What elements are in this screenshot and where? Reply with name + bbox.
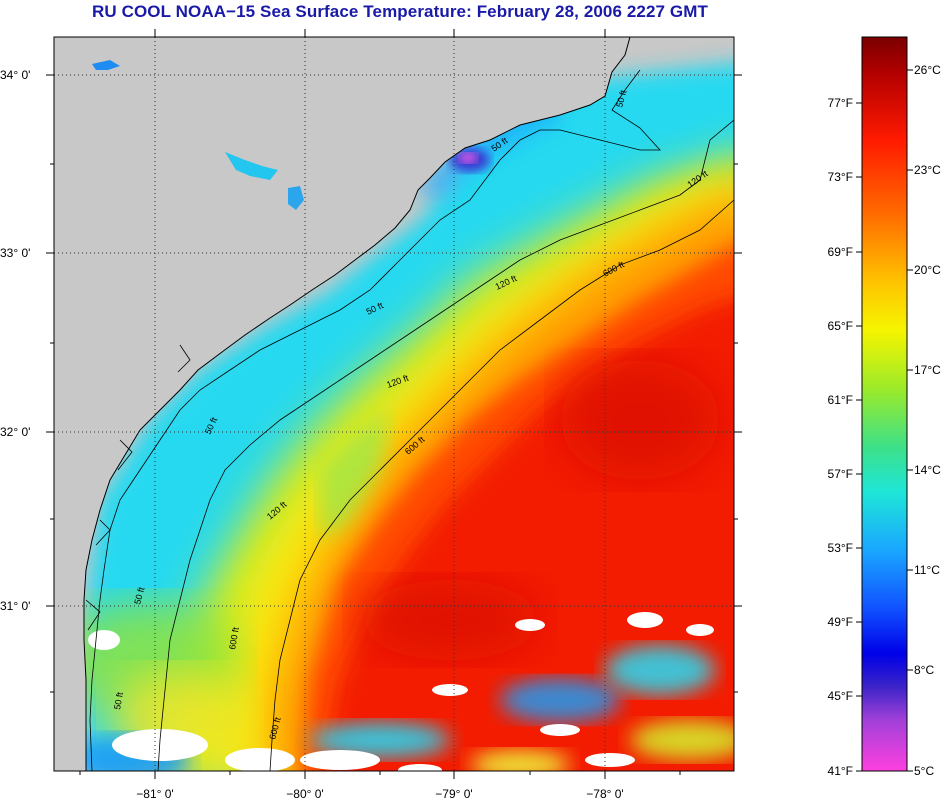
lat-label: 34° 0' bbox=[0, 68, 30, 82]
sst-map[interactable]: 50 ft 50 ft 120 ft 600 ft 50 ft 120 ft 5… bbox=[54, 37, 760, 800]
svg-text:50 ft: 50 ft bbox=[112, 691, 125, 710]
fahrenheit-label: 45°F bbox=[828, 689, 853, 703]
celsius-label: 5°C bbox=[914, 764, 934, 778]
fahrenheit-label: 41°F bbox=[828, 764, 853, 778]
celsius-label: 20°C bbox=[914, 263, 941, 277]
svg-text:50 ft: 50 ft bbox=[614, 89, 628, 109]
cloud-mask bbox=[88, 612, 714, 771]
fahrenheit-label: 61°F bbox=[828, 393, 853, 407]
reservoir bbox=[225, 152, 278, 180]
fahrenheit-labels: 77°F 73°F 69°F 65°F 61°F 57°F 53°F 49°F … bbox=[828, 96, 853, 778]
map-frame bbox=[53, 36, 735, 772]
sst-field bbox=[60, 62, 734, 771]
fahrenheit-label: 73°F bbox=[828, 170, 853, 184]
celsius-label: 11°C bbox=[914, 563, 940, 577]
color-bar-gradient bbox=[861, 36, 908, 772]
graticule bbox=[54, 37, 734, 771]
celsius-label: 17°C bbox=[914, 363, 941, 377]
lon-label: −79° 0' bbox=[435, 787, 472, 801]
lon-label: −80° 0' bbox=[286, 787, 323, 801]
fahrenheit-label: 53°F bbox=[828, 541, 853, 555]
celsius-labels: 26°C 23°C 20°C 17°C 14°C 11°C 8°C 5°C bbox=[914, 63, 941, 778]
lat-label: 32° 0' bbox=[0, 425, 30, 439]
celsius-label: 8°C bbox=[914, 663, 934, 677]
reservoir bbox=[288, 186, 304, 210]
latitude-labels: 34° 0' 33° 0' 32° 0' 31° 0' bbox=[0, 68, 30, 613]
lat-label: 31° 0' bbox=[0, 599, 30, 613]
celsius-label: 14°C bbox=[914, 463, 941, 477]
bathymetry-contours bbox=[89, 69, 734, 771]
svg-text:600 ft: 600 ft bbox=[227, 626, 241, 650]
coastline bbox=[83, 37, 631, 771]
fahrenheit-label: 65°F bbox=[828, 319, 853, 333]
celsius-label: 26°C bbox=[914, 63, 941, 77]
land bbox=[54, 37, 630, 771]
lon-label: −78° 0' bbox=[586, 787, 623, 801]
lat-label: 33° 0' bbox=[0, 246, 30, 260]
map-title: RU COOL NOAA−15 Sea Surface Temperature:… bbox=[92, 2, 708, 21]
fahrenheit-label: 57°F bbox=[828, 467, 853, 481]
longitude-labels: −81° 0' −80° 0' −79° 0' −78° 0' bbox=[136, 787, 623, 801]
color-bar: 77°F 73°F 69°F 65°F 61°F 57°F 53°F 49°F … bbox=[828, 36, 941, 778]
axis-ticks bbox=[46, 29, 742, 779]
fahrenheit-label: 77°F bbox=[828, 96, 853, 110]
fahrenheit-label: 69°F bbox=[828, 245, 853, 259]
celsius-label: 23°C bbox=[914, 163, 941, 177]
fahrenheit-label: 49°F bbox=[828, 615, 853, 629]
lake bbox=[92, 60, 120, 70]
lon-label: −81° 0' bbox=[136, 787, 173, 801]
svg-text:50 ft: 50 ft bbox=[132, 586, 146, 606]
